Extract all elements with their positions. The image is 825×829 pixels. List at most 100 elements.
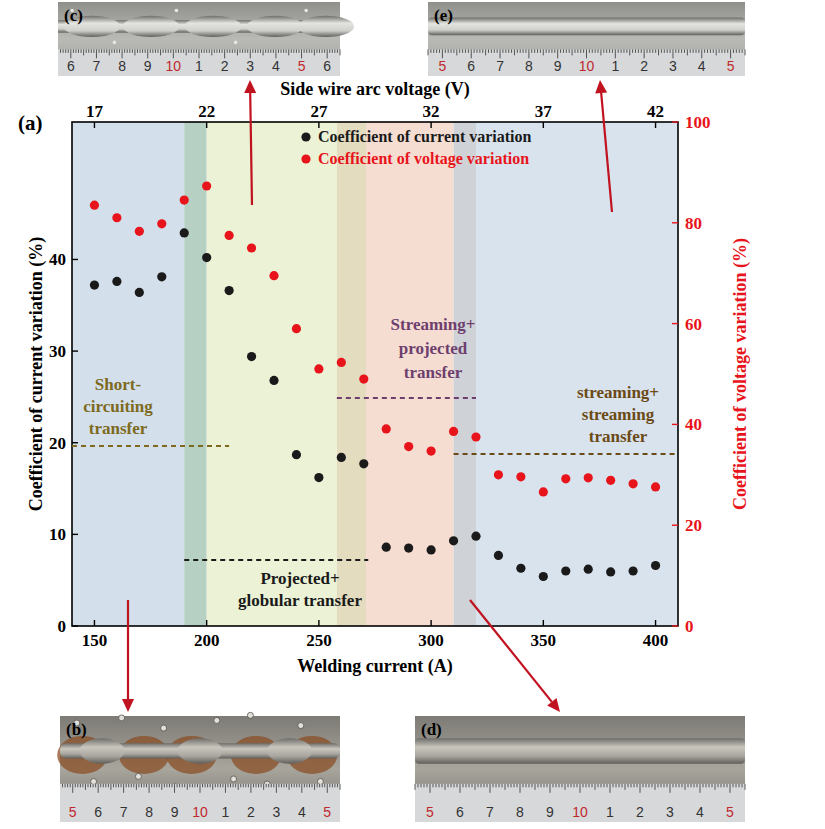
ruler-tick bbox=[157, 49, 158, 53]
ruler-number: 2 bbox=[221, 58, 229, 74]
ruler-tick bbox=[713, 49, 714, 53]
ruler-tick bbox=[543, 49, 544, 55]
transfer-region bbox=[476, 122, 678, 626]
ruler-tick bbox=[316, 49, 317, 53]
annotation-text: Projected+ bbox=[260, 569, 339, 588]
data-point bbox=[561, 474, 570, 483]
data-point bbox=[225, 231, 234, 240]
ruler-tick bbox=[694, 784, 695, 788]
ruler-tick bbox=[618, 49, 619, 53]
ruler-tick bbox=[301, 49, 302, 58]
ruler-tick bbox=[649, 49, 650, 53]
ruler-tick bbox=[227, 49, 228, 53]
data-point bbox=[337, 453, 346, 462]
ruler-tick bbox=[234, 49, 235, 53]
ruler-tick bbox=[163, 49, 164, 53]
ruler-number: 5 bbox=[439, 58, 447, 74]
ruler-tick bbox=[436, 784, 437, 788]
x-tick-label: 150 bbox=[82, 631, 108, 650]
ruler-tick bbox=[547, 784, 548, 788]
legend: Coefficient of current variationCoeffici… bbox=[301, 128, 531, 168]
data-point bbox=[449, 536, 458, 545]
ruler-tick bbox=[491, 49, 492, 53]
ruler-tick bbox=[116, 784, 117, 788]
ruler-tick bbox=[681, 49, 682, 53]
ruler-tick bbox=[247, 49, 248, 53]
ruler-tick bbox=[240, 784, 241, 788]
ruler-tick bbox=[484, 784, 485, 788]
annotation-dash bbox=[184, 559, 368, 561]
ruler-number: 3 bbox=[246, 58, 254, 74]
ruler-tick bbox=[271, 784, 272, 788]
ruler-tick bbox=[559, 784, 560, 788]
y-tick bbox=[72, 534, 78, 535]
ruler bbox=[415, 784, 745, 822]
ruler-number: 5 bbox=[323, 804, 331, 820]
x-tick bbox=[430, 620, 431, 626]
ruler-number: 5 bbox=[298, 58, 306, 74]
ruler-tick bbox=[217, 784, 218, 788]
ruler-tick bbox=[134, 49, 135, 55]
ruler-tick bbox=[580, 784, 581, 793]
data-point bbox=[202, 181, 211, 190]
ruler-tick bbox=[638, 49, 639, 53]
ruler-tick bbox=[224, 49, 225, 58]
ruler-tick bbox=[250, 49, 251, 58]
ruler-tick bbox=[293, 49, 294, 53]
ruler-tick bbox=[263, 784, 264, 790]
ruler-tick bbox=[733, 49, 734, 53]
plot-area bbox=[72, 122, 678, 626]
ruler-tick bbox=[181, 49, 182, 53]
ruler-tick bbox=[712, 784, 713, 788]
ruler-tick bbox=[445, 49, 446, 53]
ruler-tick bbox=[448, 49, 449, 53]
ruler-tick bbox=[70, 784, 71, 788]
ruler-tick bbox=[701, 49, 702, 58]
ruler-tick bbox=[551, 49, 552, 53]
ruler-tick bbox=[257, 49, 258, 53]
ruler-number: 6 bbox=[67, 58, 75, 74]
ruler-tick bbox=[240, 49, 241, 53]
ruler-number: 6 bbox=[323, 58, 331, 74]
ruler-tick bbox=[655, 49, 656, 53]
ruler-tick bbox=[93, 49, 94, 53]
panel-label: (a) bbox=[18, 111, 43, 135]
ruler-tick bbox=[463, 784, 464, 788]
ruler-tick bbox=[281, 784, 282, 788]
ruler-tick bbox=[557, 49, 558, 58]
ruler-tick bbox=[119, 49, 120, 53]
ruler-tick bbox=[161, 784, 162, 790]
spatter bbox=[175, 9, 179, 13]
ruler-tick bbox=[742, 784, 743, 788]
ruler-tick bbox=[96, 49, 97, 58]
photo-label: (c) bbox=[64, 6, 83, 25]
ruler-tick bbox=[173, 49, 174, 58]
ruler-tick bbox=[673, 784, 674, 788]
ruler-tick bbox=[499, 784, 500, 788]
ruler-number: 5 bbox=[426, 804, 434, 820]
ruler-tick bbox=[220, 784, 221, 788]
ruler-tick bbox=[615, 49, 616, 58]
ruler-tick bbox=[606, 49, 607, 53]
ruler-tick bbox=[595, 784, 596, 790]
ruler-tick bbox=[580, 49, 581, 53]
ruler-tick bbox=[312, 784, 313, 788]
ruler-tick bbox=[598, 49, 599, 53]
x-tick-label: 250 bbox=[306, 631, 332, 650]
ruler-tick bbox=[288, 49, 289, 55]
ruler-tick bbox=[632, 49, 633, 53]
ruler-tick bbox=[730, 784, 731, 793]
ruler-tick bbox=[301, 784, 302, 793]
ruler-tick bbox=[661, 784, 662, 788]
ruler-tick bbox=[481, 784, 482, 788]
ruler-tick bbox=[291, 784, 292, 788]
ruler-tick bbox=[439, 49, 440, 53]
ruler-tick bbox=[433, 49, 434, 53]
ruler-tick bbox=[724, 49, 725, 53]
ruler-tick bbox=[219, 49, 220, 53]
ruler-tick bbox=[430, 784, 431, 793]
ruler-tick bbox=[664, 49, 665, 53]
ruler-tick bbox=[238, 784, 239, 790]
ruler-number: 10 bbox=[192, 804, 208, 820]
ruler bbox=[58, 49, 340, 76]
